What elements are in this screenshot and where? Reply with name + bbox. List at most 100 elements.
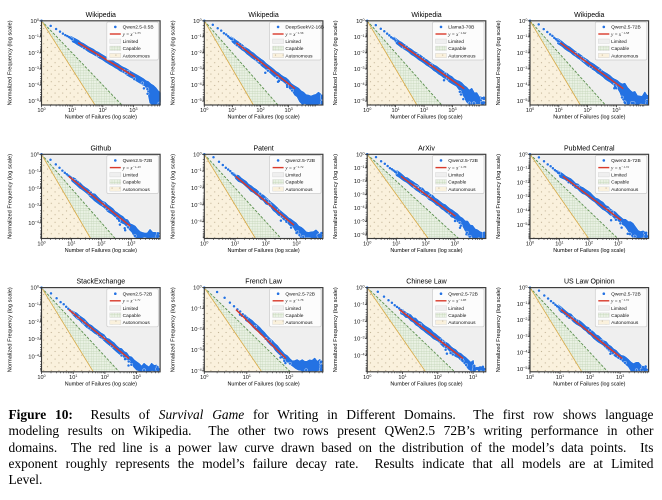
svg-text:10−1: 10−1: [191, 34, 202, 41]
svg-text:10−1: 10−1: [354, 34, 365, 41]
svg-text:Qwen2.5-72B: Qwen2.5-72B: [448, 292, 478, 298]
svg-text:Qwen2.5-72B: Qwen2.5-72B: [285, 158, 315, 164]
svg-text:100: 100: [519, 285, 528, 292]
svg-text:Wikipedia: Wikipedia: [248, 12, 278, 19]
svg-text:Capable: Capable: [285, 46, 303, 52]
svg-text:101: 101: [68, 107, 76, 114]
svg-text:Number of Failures (log scale): Number of Failures (log scale): [227, 248, 299, 254]
svg-text:101: 101: [391, 107, 399, 114]
svg-text:Normalized Frequency (log scal: Normalized Frequency (log scale): [496, 287, 502, 372]
svg-text:Capable: Capable: [123, 313, 141, 319]
svg-text:Qwen2.5-72B: Qwen2.5-72B: [611, 25, 641, 31]
svg-text:10−2: 10−2: [517, 50, 528, 57]
svg-text:10−3: 10−3: [191, 66, 202, 73]
svg-text:y = x−1.74: y = x−1.74: [284, 165, 303, 172]
svg-text:100: 100: [37, 374, 45, 381]
svg-text:Github: Github: [90, 145, 111, 152]
svg-text:10−2: 10−2: [191, 326, 202, 333]
svg-text:10−1: 10−1: [28, 169, 39, 176]
svg-text:10−4: 10−4: [517, 208, 528, 215]
svg-text:y = x−1.71: y = x−1.71: [122, 298, 141, 305]
svg-text:103: 103: [451, 241, 459, 248]
svg-text:Limited: Limited: [285, 306, 301, 312]
svg-text:Limited: Limited: [611, 306, 627, 312]
svg-text:101: 101: [67, 241, 75, 248]
svg-text:y = x−1.56: y = x−1.56: [284, 31, 303, 38]
svg-text:10−4: 10−4: [517, 82, 528, 89]
svg-text:102: 102: [583, 107, 591, 114]
svg-text:103: 103: [127, 241, 135, 248]
svg-text:Patent: Patent: [253, 145, 273, 152]
svg-text:102: 102: [101, 374, 109, 381]
svg-text:Normalized Frequency (log scal: Normalized Frequency (log scale): [496, 20, 502, 105]
svg-text:10−3: 10−3: [28, 66, 39, 73]
svg-text:Qwen2.5-72B: Qwen2.5-72B: [285, 292, 315, 298]
svg-text:10−5: 10−5: [191, 98, 202, 105]
svg-text:Autonomous: Autonomous: [285, 53, 313, 59]
svg-text:Autonomous: Autonomous: [123, 320, 151, 326]
svg-text:y = x−1.43: y = x−1.43: [122, 165, 141, 172]
svg-text:102: 102: [99, 107, 107, 114]
svg-text:100: 100: [30, 18, 39, 25]
svg-text:Limited: Limited: [123, 39, 139, 45]
svg-text:Normalized Frequency (log scal: Normalized Frequency (log scale): [333, 20, 339, 105]
svg-text:Number of Failures (log scale): Number of Failures (log scale): [390, 381, 462, 387]
svg-text:100: 100: [363, 241, 371, 248]
svg-text:10−4: 10−4: [28, 220, 39, 227]
svg-text:101: 101: [392, 241, 400, 248]
svg-text:y = x−1.72: y = x−1.72: [610, 298, 629, 305]
svg-text:10−3: 10−3: [191, 347, 202, 354]
svg-text:Capable: Capable: [285, 313, 303, 319]
svg-text:100: 100: [200, 107, 208, 114]
svg-text:103: 103: [284, 107, 292, 114]
svg-text:Number of Failures (log scale): Number of Failures (log scale): [65, 248, 137, 254]
svg-text:100: 100: [519, 18, 528, 25]
svg-text:101: 101: [555, 107, 563, 114]
svg-text:y = x−1.76: y = x−1.76: [447, 165, 466, 172]
svg-text:Llama3-70B: Llama3-70B: [448, 25, 474, 31]
svg-text:100: 100: [526, 107, 534, 114]
svg-text:100: 100: [356, 151, 365, 158]
svg-text:Limited: Limited: [448, 173, 464, 179]
svg-text:y = x−1.85: y = x−1.85: [447, 298, 466, 305]
svg-text:103: 103: [448, 107, 456, 114]
svg-text:Number of Failures (log scale): Number of Failures (log scale): [65, 115, 137, 121]
svg-text:102: 102: [97, 241, 105, 248]
svg-text:y = x−1.76: y = x−1.76: [284, 298, 303, 305]
svg-text:10−1: 10−1: [28, 34, 39, 41]
svg-text:101: 101: [556, 374, 564, 381]
svg-text:103: 103: [612, 107, 620, 114]
svg-text:Normalized Frequency (log scal: Normalized Frequency (log scale): [170, 154, 176, 239]
svg-text:10−4: 10−4: [191, 368, 202, 375]
svg-text:Autonomous: Autonomous: [611, 187, 639, 193]
svg-text:Normalized Frequency (log scal: Normalized Frequency (log scale): [8, 287, 14, 372]
svg-text:100: 100: [37, 107, 45, 114]
svg-text:103: 103: [616, 374, 624, 381]
svg-text:10−4: 10−4: [28, 82, 39, 89]
svg-text:10−5: 10−5: [517, 366, 528, 373]
svg-text:10−4: 10−4: [28, 353, 39, 360]
svg-text:10−6: 10−6: [354, 232, 365, 239]
svg-text:10−5: 10−5: [517, 222, 528, 229]
svg-text:103: 103: [132, 374, 140, 381]
svg-text:Autonomous: Autonomous: [285, 187, 313, 193]
svg-text:10−3: 10−3: [28, 336, 39, 343]
svg-text:Capable: Capable: [611, 180, 629, 186]
svg-text:Limited: Limited: [285, 39, 301, 45]
svg-text:100: 100: [37, 241, 45, 248]
svg-text:10−3: 10−3: [191, 202, 202, 209]
svg-text:Limited: Limited: [123, 173, 139, 179]
svg-text:Qwen2.5-72B: Qwen2.5-72B: [448, 158, 478, 164]
svg-text:102: 102: [420, 107, 428, 114]
svg-text:10−4: 10−4: [191, 219, 202, 226]
svg-text:10−3: 10−3: [517, 194, 528, 201]
svg-text:Autonomous: Autonomous: [611, 53, 639, 59]
svg-text:10−2: 10−2: [354, 50, 365, 57]
svg-text:ArXiv: ArXiv: [418, 145, 435, 152]
svg-text:100: 100: [193, 151, 202, 158]
svg-text:Number of Failures (log scale): Number of Failures (log scale): [553, 381, 625, 387]
svg-text:Qwen2.5-0.5B: Qwen2.5-0.5B: [123, 25, 154, 31]
svg-text:10−2: 10−2: [517, 180, 528, 187]
svg-text:Number of Failures (log scale): Number of Failures (log scale): [227, 381, 299, 387]
svg-text:Wikipedia: Wikipedia: [411, 12, 441, 19]
